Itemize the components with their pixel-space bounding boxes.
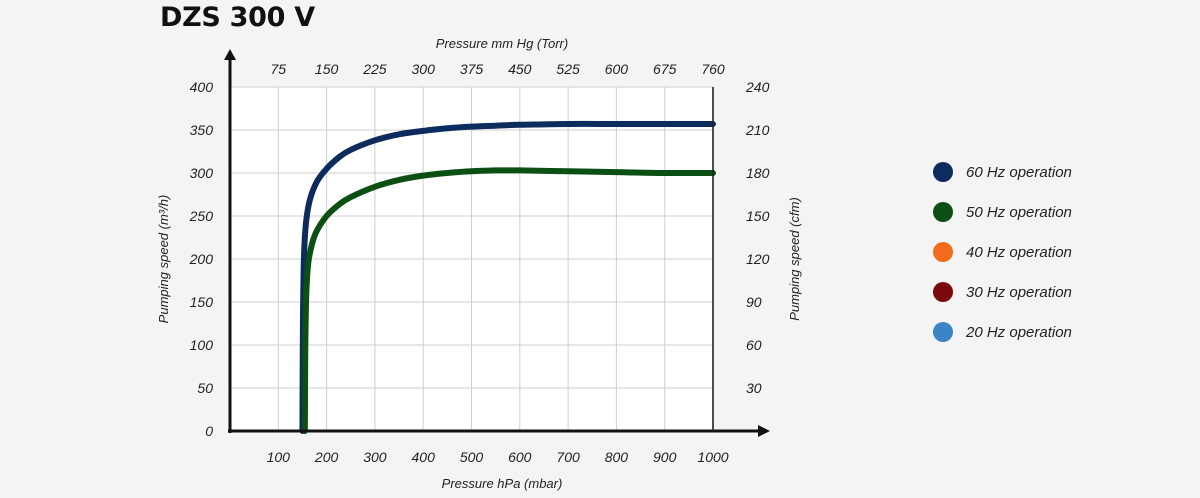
x-tick-label: 800	[605, 449, 629, 465]
series-line	[301, 167, 716, 434]
legend-label: 30 Hz operation	[966, 283, 1072, 301]
x-tick-label: 200	[314, 449, 339, 465]
x-tick-label: 500	[460, 449, 484, 465]
x-tick-label: 1000	[697, 449, 728, 465]
legend-label: 60 Hz operation	[966, 163, 1072, 181]
x2-tick-label: 375	[460, 61, 484, 77]
y-tick-label: 350	[190, 122, 214, 138]
y2-tick-label: 30	[746, 380, 762, 396]
y-tick-label: 0	[205, 423, 213, 439]
y2-tick-label: 60	[746, 337, 762, 353]
x2-tick-label: 675	[653, 61, 677, 77]
x2-tick-label: 450	[508, 61, 532, 77]
x-axis-label: Pressure hPa (mbar)	[442, 476, 563, 491]
legend-item-20hz: 20 Hz operation	[933, 312, 1072, 352]
chart-title: DZS 300 V	[160, 2, 315, 33]
grid-layer	[230, 86, 714, 431]
series-line	[299, 120, 716, 434]
y-tick-label: 50	[197, 380, 213, 396]
legend-dot-icon	[933, 282, 953, 302]
x-tick-label: 100	[267, 449, 291, 465]
x2-tick-label: 525	[556, 61, 580, 77]
x-tick-label: 700	[556, 449, 580, 465]
legend-dot-icon	[933, 162, 953, 182]
y-axis-arrow-icon	[224, 49, 236, 60]
legend-label: 40 Hz operation	[966, 243, 1072, 261]
x-tick-label: 600	[508, 449, 532, 465]
y2-tick-label: 150	[746, 208, 770, 224]
y2-tick-label: 210	[745, 122, 770, 138]
x-tick-label: 300	[363, 449, 387, 465]
y2-tick-label: 240	[745, 79, 770, 95]
series-layer	[299, 120, 716, 434]
y2-tick-label: 120	[746, 251, 770, 267]
x2-tick-label: 75	[271, 61, 287, 77]
y-tick-label: 250	[189, 208, 214, 224]
y2-tick-label: 180	[746, 165, 770, 181]
x2-tick-label: 600	[605, 61, 629, 77]
x-axis-arrow-icon	[758, 425, 770, 437]
legend-item-60hz: 60 Hz operation	[933, 152, 1072, 192]
y-tick-label: 400	[190, 79, 214, 95]
x2-tick-label: 300	[412, 61, 436, 77]
y-tick-label: 200	[189, 251, 214, 267]
legend: 60 Hz operation 50 Hz operation 40 Hz op…	[933, 152, 1072, 352]
x-tick-label: 400	[412, 449, 436, 465]
x2-tick-label: 150	[315, 61, 339, 77]
legend-label: 20 Hz operation	[966, 323, 1072, 341]
x-tick-label: 900	[653, 449, 677, 465]
y-axis-label: Pumping speed (m³/h)	[156, 195, 171, 324]
y-tick-label: 100	[190, 337, 214, 353]
axis-layer	[224, 49, 770, 437]
legend-dot-icon	[933, 322, 953, 342]
legend-dot-icon	[933, 242, 953, 262]
y2-axis-label: Pumping speed (cfm)	[787, 197, 802, 321]
x2-tick-label: 760	[701, 61, 725, 77]
y-tick-label: 150	[190, 294, 214, 310]
y-tick-label: 300	[190, 165, 214, 181]
y2-tick-label: 90	[746, 294, 762, 310]
legend-label: 50 Hz operation	[966, 203, 1072, 221]
x2-axis-label: Pressure mm Hg (Torr)	[436, 36, 568, 51]
legend-item-40hz: 40 Hz operation	[933, 232, 1072, 272]
x2-tick-label: 225	[362, 61, 387, 77]
legend-item-50hz: 50 Hz operation	[933, 192, 1072, 232]
legend-item-30hz: 30 Hz operation	[933, 272, 1072, 312]
legend-dot-icon	[933, 202, 953, 222]
